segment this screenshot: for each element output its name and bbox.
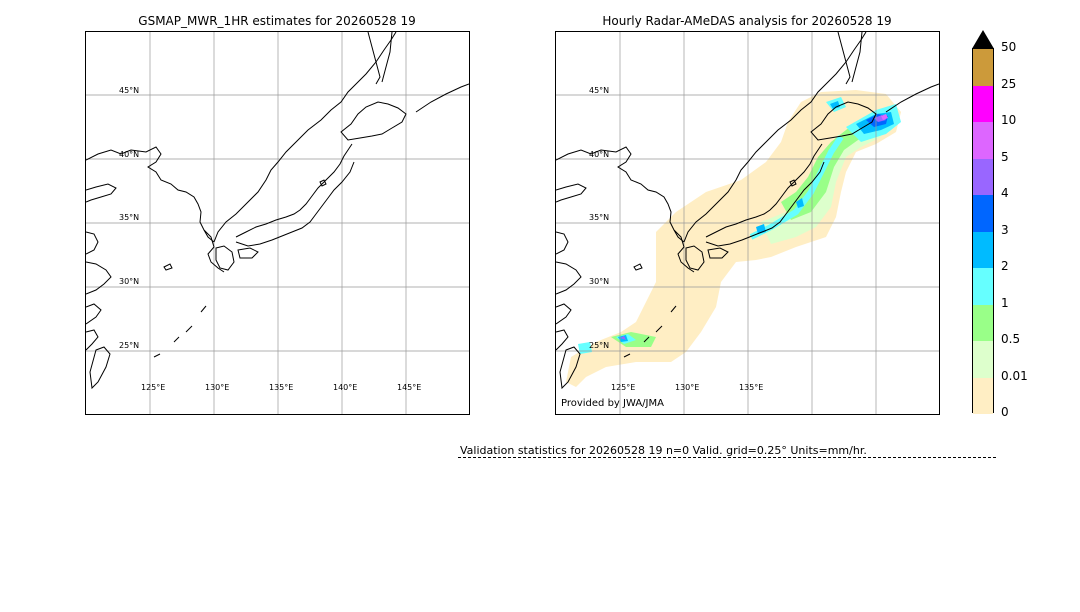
validation-statistics: Validation statistics for 20260528 19 n=… [460,444,867,457]
left-lon-label-140: 140°E [333,383,358,392]
left-gridlines [86,32,469,414]
colorbar-segment [973,195,993,232]
colorbar-label: 25 [1001,76,1017,91]
colorbar-segment [973,341,993,378]
colorbar-segment [973,158,993,195]
colorbar-label: 1 [1001,295,1009,310]
colorbar-label: 0.5 [1001,332,1021,346]
right-lon-label-125: 125°E [611,383,636,392]
colorbar-label: 4 [1001,186,1009,200]
colorbar-label: 50 [1001,40,1017,54]
left-lon-label-145: 145°E [397,383,422,392]
left-lon-label-135: 135°E [269,383,294,392]
right-lat-label-25: 25°N [589,341,610,350]
colorbar-segment [973,268,993,305]
right-map: 45°N 40°N 35°N 30°N 25°N 125°E 130°E 135… [555,31,940,415]
left-lat-label-40: 40°N [119,150,140,159]
colorbar-segment [973,122,993,159]
colorbar-label: 10 [1001,113,1017,127]
right-map-title: Hourly Radar-AMeDAS analysis for 2026052… [602,14,892,28]
colorbar-label: 0.01 [1001,368,1028,383]
left-coastlines [86,32,469,390]
precipitation-field [566,90,901,387]
left-map: 45°N 40°N 35°N 30°N 25°N 125°E 130°E 135… [85,31,470,415]
left-lon-label-125: 125°E [141,383,166,392]
colorbar-label: 5 [1001,149,1009,164]
right-gridlines [556,32,939,414]
colorbar-segment [973,49,993,86]
data-credit: Provided by JWA/JMA [561,398,664,409]
colorbar-segment [973,377,993,414]
left-lat-label-35: 35°N [119,213,140,222]
colorbar-label: 3 [1001,222,1009,237]
left-lat-label-45: 45°N [119,86,140,95]
left-lat-label-25: 25°N [119,341,140,350]
left-map-title: GSMAP_MWR_1HR estimates for 20260528 19 [138,14,416,28]
colorbar [972,48,994,414]
right-lon-label-135: 135°E [739,383,764,392]
colorbar-over-triangle [972,30,994,48]
right-lat-label-40: 40°N [589,150,610,159]
colorbar-label: 0 [1001,405,1009,419]
right-map-canvas [556,32,939,414]
right-lat-label-45: 45°N [589,86,610,95]
right-lat-label-30: 30°N [589,277,610,286]
right-lat-label-35: 35°N [589,213,610,222]
validation-divider [458,457,996,458]
right-lon-label-130: 130°E [675,383,700,392]
colorbar-segment [973,231,993,268]
left-lat-label-30: 30°N [119,277,140,286]
colorbar-label: 2 [1001,259,1009,273]
left-lon-label-130: 130°E [205,383,230,392]
colorbar-segment [973,304,993,341]
colorbar-segment [973,85,993,122]
left-map-canvas [86,32,469,414]
